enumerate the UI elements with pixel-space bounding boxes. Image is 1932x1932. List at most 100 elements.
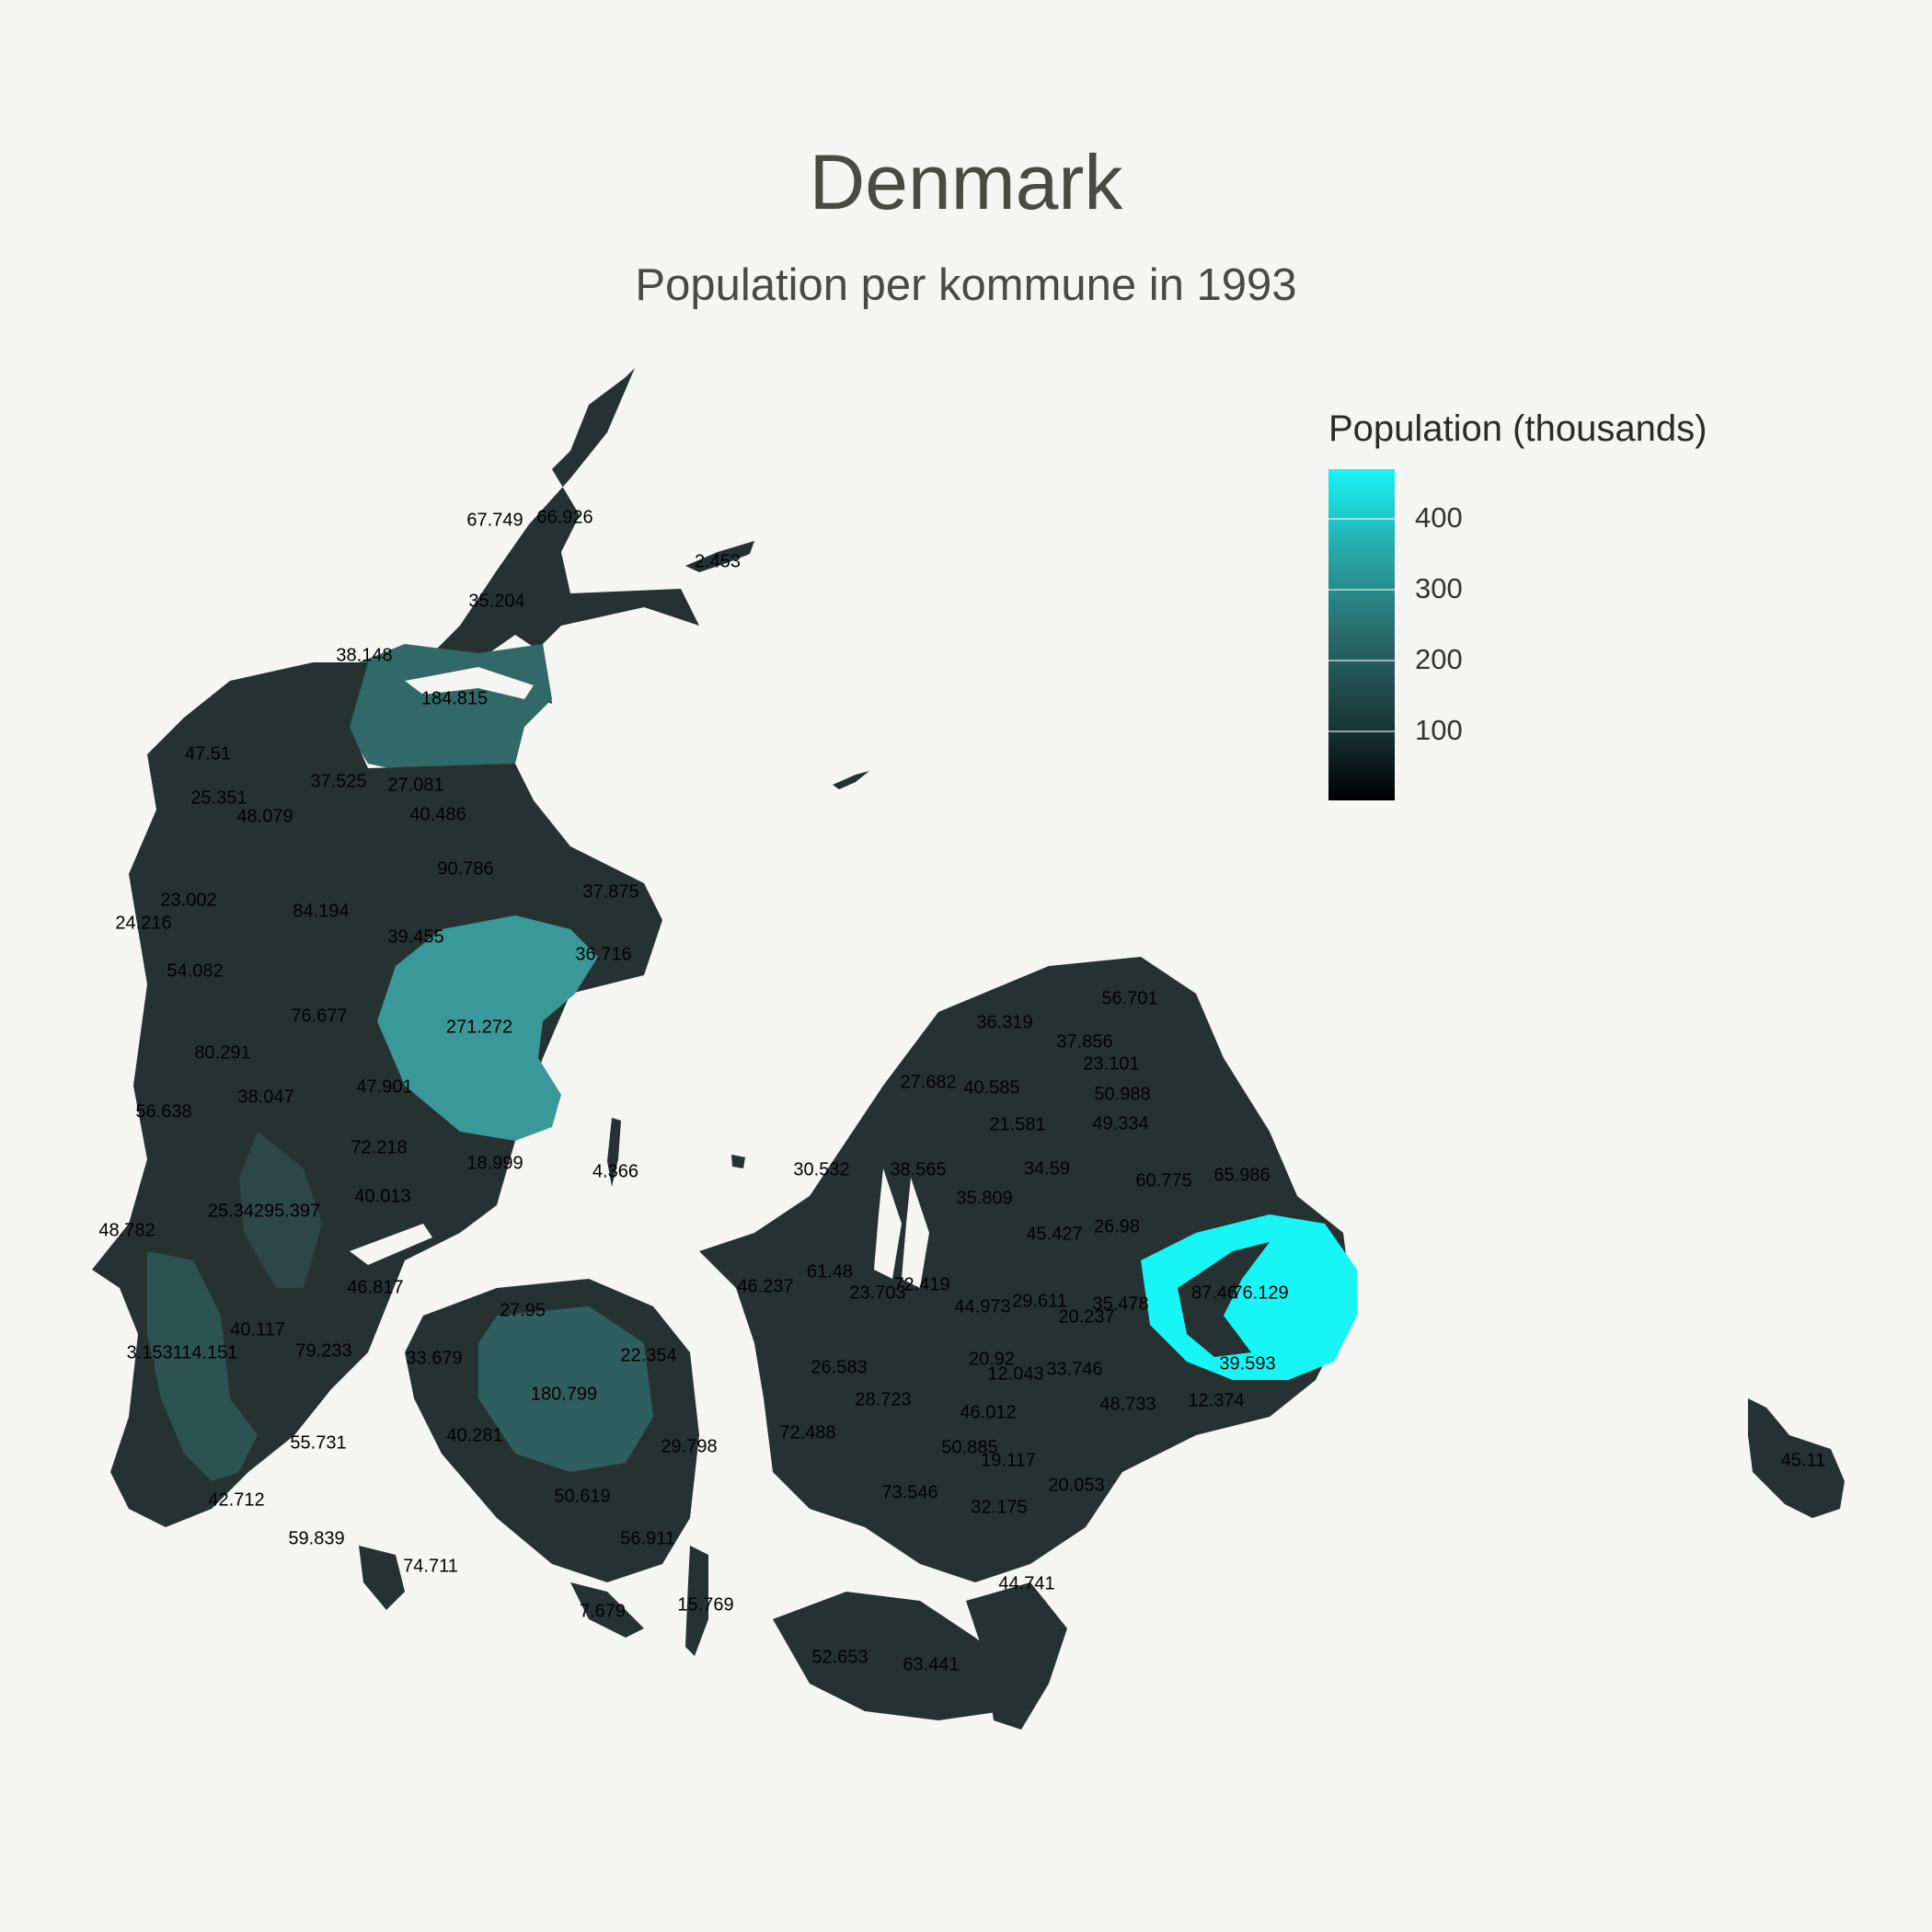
kommune-population-label: 48.733 [1099,1394,1156,1414]
region-anholt [833,771,869,789]
legend-tick-label: 300 [1415,572,1463,604]
kommune-population-label: 46.817 [347,1277,403,1297]
kommune-population-label: 19.117 [981,1450,1036,1470]
region-samsoe [607,1118,621,1187]
kommune-population-label: 27.95 [500,1300,546,1320]
region-laesoe [685,541,754,572]
kommune-population-label: 40.281 [446,1425,502,1445]
kommune-population-label: 30.532 [793,1159,849,1179]
kommune-population-label: 52.653 [811,1647,868,1667]
kommune-population-label: 39.593 [1219,1353,1275,1374]
kommune-population-label: 26.98 [1094,1216,1140,1236]
kommune-population-label: 63.441 [903,1654,959,1674]
kommune-population-label: 74.711 [403,1556,458,1576]
region-odense[interactable] [478,1306,653,1472]
kommune-population-label: 37.525 [310,771,366,791]
legend-tickmark [1328,730,1395,732]
kommune-population-label: 48.782 [98,1220,155,1240]
kommune-population-label: 40.013 [354,1186,410,1206]
region-langeland [685,1546,708,1656]
map-subtitle: Population per kommune in 1993 [635,260,1297,310]
kommune-population-label: 47.51 [185,743,231,764]
kommune-population-label: 76.129 [1232,1282,1288,1303]
region-esbjerg[interactable] [147,1251,258,1481]
region-aeroe [570,1582,644,1638]
kommune-population-label: 45.11 [1781,1450,1826,1470]
kommune-population-label: 56.701 [1101,988,1157,1008]
kommune-population-label: 65.986 [1213,1165,1270,1185]
region-vendsyssel [368,368,699,708]
kommune-population-label: 23.002 [160,890,216,910]
legend-tickmark [1328,660,1395,661]
kommune-population-label: 7.679 [580,1601,626,1621]
roskilde-fjord [902,1178,929,1288]
kommune-population-label: 40.117 [230,1319,285,1340]
kommune-population-label: 39.455 [387,926,443,947]
kommune-population-label: 47.901 [356,1076,412,1097]
kommune-population-label: 23.101 [1083,1053,1139,1074]
kommune-population-label: 40.585 [963,1077,1019,1098]
legend-title: Population (thousands) [1328,408,1708,449]
region-bornholm [1748,1398,1845,1518]
kommune-population-label: 35.204 [468,591,524,611]
kommune-population-label: 27.682 [900,1072,956,1092]
kommune-population-label: 271.272 [446,1017,512,1037]
region-lolland-falster [773,1592,1012,1720]
kommune-population-label: 32.175 [971,1497,1027,1517]
kommune-population-label: 34.59 [1024,1158,1070,1179]
kommune-population-label: 79.233 [295,1340,351,1361]
kommune-population-label: 26.583 [811,1357,867,1377]
kommune-population-label: 72.218 [351,1137,407,1157]
kommune-population-label: 87.46 [1191,1282,1237,1303]
legend-tickmark [1328,518,1395,520]
kommune-population-label: 33.679 [406,1348,462,1368]
legend-tick-label: 400 [1415,501,1463,534]
kommune-population-label: 28.723 [855,1389,911,1409]
kommune-population-label: 35.809 [956,1188,1012,1208]
kommune-population-label: 44.741 [998,1573,1054,1593]
kommune-population-label: 12.043 [987,1363,1043,1384]
region-aarhus[interactable] [377,915,598,1141]
kommune-population-label: 29.611 [1012,1291,1067,1311]
kommune-population-label: 20.237 [1058,1306,1114,1327]
kommune-population-label: 72.419 [893,1274,949,1294]
kommune-population-label: 42.712 [208,1489,264,1510]
kommune-population-label: 90.786 [437,858,493,879]
kommune-population-label: 56.911 [620,1528,675,1548]
kommune-population-label: 184.815 [421,688,488,708]
region-mid-jutland [239,1132,322,1288]
kommune-population-label: 38.565 [890,1159,946,1179]
region-falster [966,1582,1067,1730]
kommune-population-label: 36.716 [575,944,631,964]
region-jutland [92,662,662,1527]
kommune-population-label: 18.999 [466,1153,523,1173]
kommune-population-label: 50.885 [941,1437,997,1457]
kommune-population-label: 48.079 [236,806,293,826]
kommune-population-label: 54.082 [167,960,223,981]
kommune-population-label: 35.478 [1092,1294,1148,1314]
kommune-population-label: 56.638 [135,1101,191,1121]
region-sejeroe [731,1155,745,1168]
kommune-population-label: 73.546 [881,1482,937,1502]
kommune-population-label: 66.926 [536,507,592,527]
kommune-population-label: 46.237 [737,1276,793,1296]
kommune-population-label: 37.875 [582,881,638,902]
map-title: Denmark [809,139,1123,225]
kommune-population-label: 67.749 [466,510,523,530]
kommune-population-label: 24.216 [115,913,171,933]
kommune-population-label: 23.703 [849,1282,905,1303]
kommune-population-label: 44.973 [954,1296,1010,1317]
kommune-population-label: 60.775 [1135,1170,1191,1190]
region-copenhagen-inner [1178,1242,1270,1357]
kommune-population-label: 20.053 [1048,1475,1104,1495]
region-fanoe [143,1352,155,1398]
kommune-population-label: 76.677 [291,1006,347,1026]
kommune-population-label: 22.354 [620,1345,676,1365]
kommune-population-label: 38.047 [237,1087,293,1107]
vejle-fjord [350,1224,432,1265]
region-zealand [699,957,1352,1582]
kommune-population-label: 4.366 [592,1161,638,1181]
kommune-population-label: 80.291 [194,1042,250,1063]
kommune-population-label: 45.427 [1026,1224,1082,1244]
kommune-population-label: 15.769 [677,1594,733,1615]
